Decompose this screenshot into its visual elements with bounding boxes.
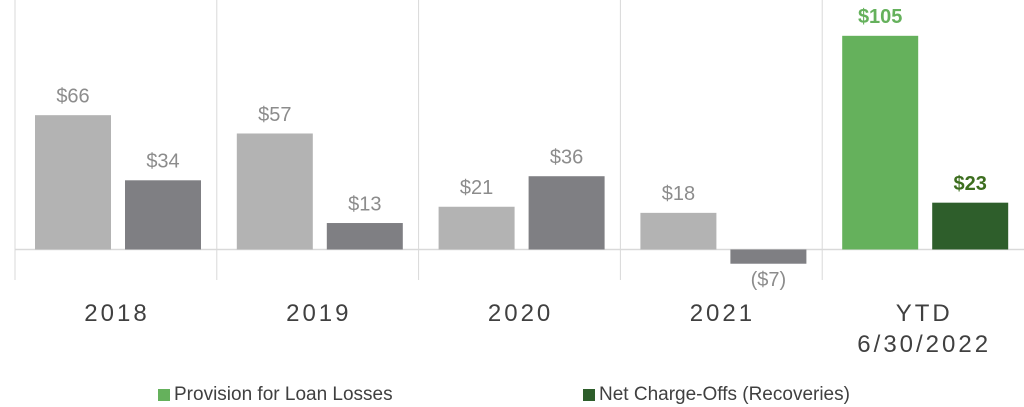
value-label: $13 [348, 193, 381, 215]
bar [35, 115, 111, 250]
legend-item: Provision for Loan Losses [158, 384, 393, 406]
x-tick-label: YTD 6/30/2022 [857, 300, 992, 358]
bar [730, 249, 807, 264]
value-label: $105 [858, 6, 903, 28]
legend-label: Net Charge-Offs (Recoveries) [599, 384, 850, 405]
bar [842, 35, 919, 250]
value-label: $34 [146, 151, 179, 173]
bar [640, 212, 717, 250]
legend-swatch [583, 389, 595, 401]
bar [125, 180, 201, 250]
bar [438, 206, 515, 250]
bar [528, 176, 605, 250]
value-label: $66 [56, 85, 89, 107]
value-label: $18 [662, 183, 695, 205]
value-label: $57 [258, 104, 291, 126]
value-label: $36 [550, 147, 583, 169]
x-tick-label: 2018 [84, 300, 150, 327]
legend-item: Net Charge-Offs (Recoveries) [583, 384, 850, 406]
value-label: $21 [460, 177, 493, 199]
bar [236, 133, 313, 250]
bar [932, 202, 1009, 250]
x-tick-label: 2021 [689, 300, 756, 327]
x-tick-label: 2019 [286, 300, 352, 327]
x-tick-label: 2020 [487, 300, 554, 327]
legend-swatch [158, 389, 170, 401]
value-label: $23 [954, 173, 987, 195]
bar [326, 223, 403, 250]
legend-label: Provision for Loan Losses [174, 384, 393, 405]
value-label: ($7) [751, 269, 787, 291]
